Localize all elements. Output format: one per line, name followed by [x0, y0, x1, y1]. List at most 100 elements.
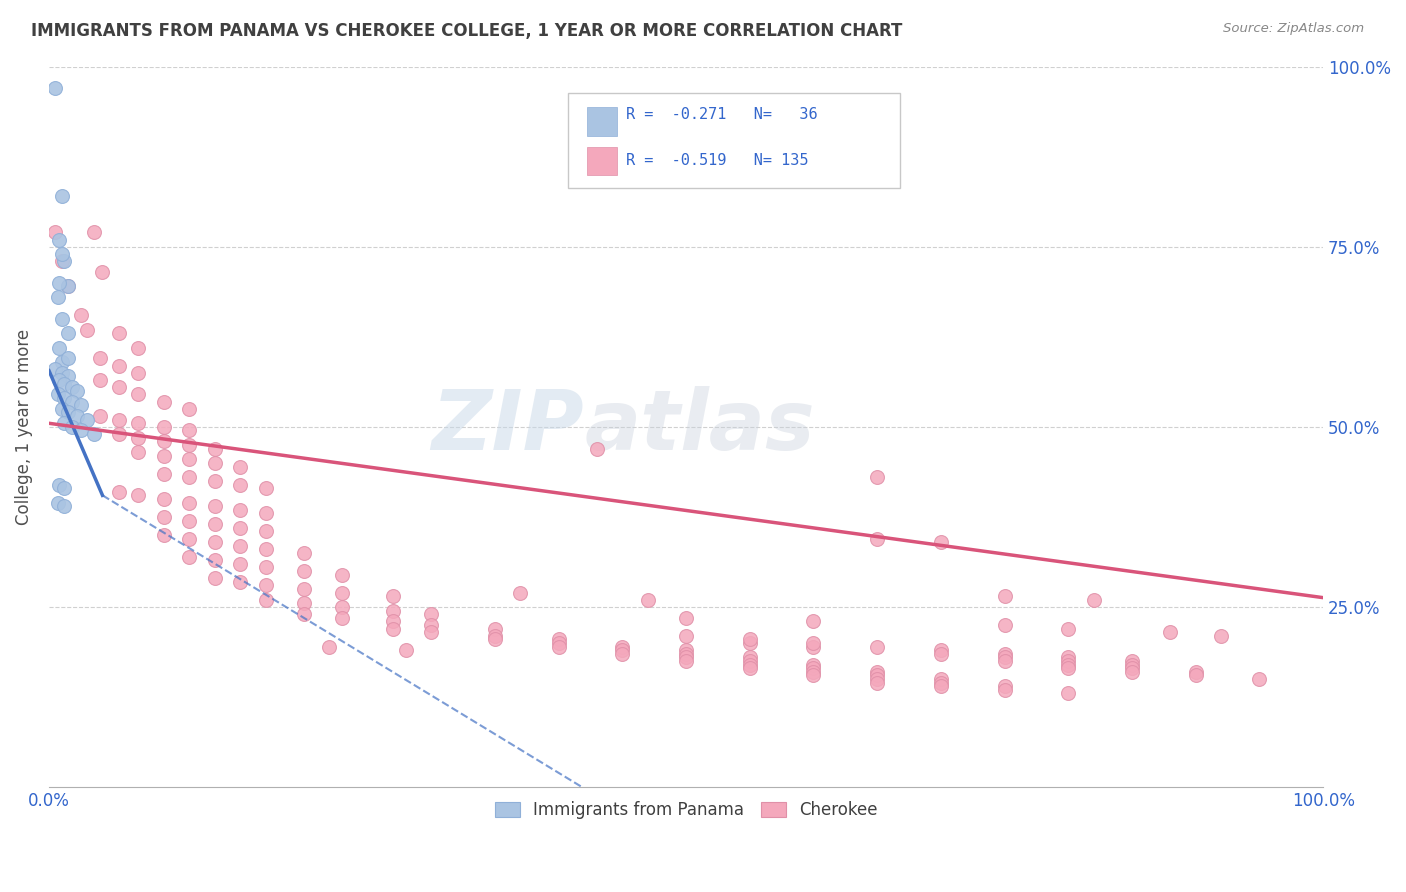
Point	[254, 560, 277, 574]
Point	[929, 679, 952, 693]
Point	[484, 632, 506, 647]
FancyBboxPatch shape	[586, 146, 617, 176]
Point	[108, 380, 131, 394]
Point	[1057, 661, 1080, 675]
Point	[89, 351, 111, 366]
Point	[803, 668, 825, 682]
Point	[48, 233, 70, 247]
Point	[229, 502, 252, 516]
Point	[53, 481, 76, 495]
Point	[738, 632, 761, 647]
Point	[1121, 657, 1143, 672]
Point	[229, 521, 252, 535]
Point	[254, 592, 277, 607]
Point	[204, 474, 226, 488]
Point	[56, 326, 79, 341]
Point	[76, 412, 98, 426]
Point	[675, 647, 697, 661]
Point	[738, 650, 761, 665]
Point	[179, 401, 201, 416]
FancyBboxPatch shape	[586, 107, 617, 136]
Point	[152, 510, 174, 524]
Point	[46, 387, 69, 401]
Text: Source: ZipAtlas.com: Source: ZipAtlas.com	[1223, 22, 1364, 36]
Point	[675, 629, 697, 643]
Point	[127, 387, 149, 401]
Point	[1211, 629, 1233, 643]
Point	[152, 434, 174, 449]
Point	[1057, 654, 1080, 668]
Point	[738, 654, 761, 668]
Point	[994, 650, 1017, 665]
Point	[994, 647, 1017, 661]
Point	[803, 665, 825, 679]
Point	[382, 589, 405, 603]
Point	[229, 459, 252, 474]
Point	[48, 373, 70, 387]
Point	[56, 279, 79, 293]
Point	[675, 654, 697, 668]
Point	[83, 225, 105, 239]
Point	[89, 409, 111, 423]
Point	[91, 265, 114, 279]
Point	[46, 290, 69, 304]
Point	[994, 589, 1017, 603]
Point	[612, 640, 634, 654]
Point	[127, 488, 149, 502]
Point	[1121, 654, 1143, 668]
Point	[53, 417, 76, 431]
Point	[60, 394, 83, 409]
Point	[929, 535, 952, 549]
Point	[292, 582, 315, 596]
Point	[179, 424, 201, 438]
Point	[51, 311, 73, 326]
Point	[547, 636, 569, 650]
Point	[127, 445, 149, 459]
Point	[330, 611, 353, 625]
Point	[152, 449, 174, 463]
Point	[66, 384, 89, 398]
Point	[51, 355, 73, 369]
Point	[254, 578, 277, 592]
Point	[204, 517, 226, 532]
Point	[509, 585, 531, 599]
Point	[56, 405, 79, 419]
Point	[229, 574, 252, 589]
Point	[395, 643, 418, 657]
Point	[83, 427, 105, 442]
Point	[420, 618, 443, 632]
Point	[637, 592, 659, 607]
Point	[866, 470, 889, 484]
Point	[69, 424, 91, 438]
Point	[612, 643, 634, 657]
Point	[204, 535, 226, 549]
Point	[48, 341, 70, 355]
Point	[675, 643, 697, 657]
Point	[127, 366, 149, 380]
Text: atlas: atlas	[583, 386, 814, 467]
Point	[292, 546, 315, 560]
Point	[152, 467, 174, 481]
Point	[76, 323, 98, 337]
Point	[204, 456, 226, 470]
Point	[56, 369, 79, 384]
Point	[53, 499, 76, 513]
Point	[51, 247, 73, 261]
Point	[51, 189, 73, 203]
Point	[866, 640, 889, 654]
Point	[382, 615, 405, 629]
Point	[108, 359, 131, 373]
Point	[382, 622, 405, 636]
Point	[254, 524, 277, 539]
Point	[866, 672, 889, 686]
Point	[484, 629, 506, 643]
Point	[866, 532, 889, 546]
FancyBboxPatch shape	[568, 94, 900, 187]
Point	[69, 308, 91, 322]
Point	[738, 657, 761, 672]
Point	[1057, 657, 1080, 672]
Point	[179, 532, 201, 546]
Point	[66, 409, 89, 423]
Point	[204, 571, 226, 585]
Point	[803, 615, 825, 629]
